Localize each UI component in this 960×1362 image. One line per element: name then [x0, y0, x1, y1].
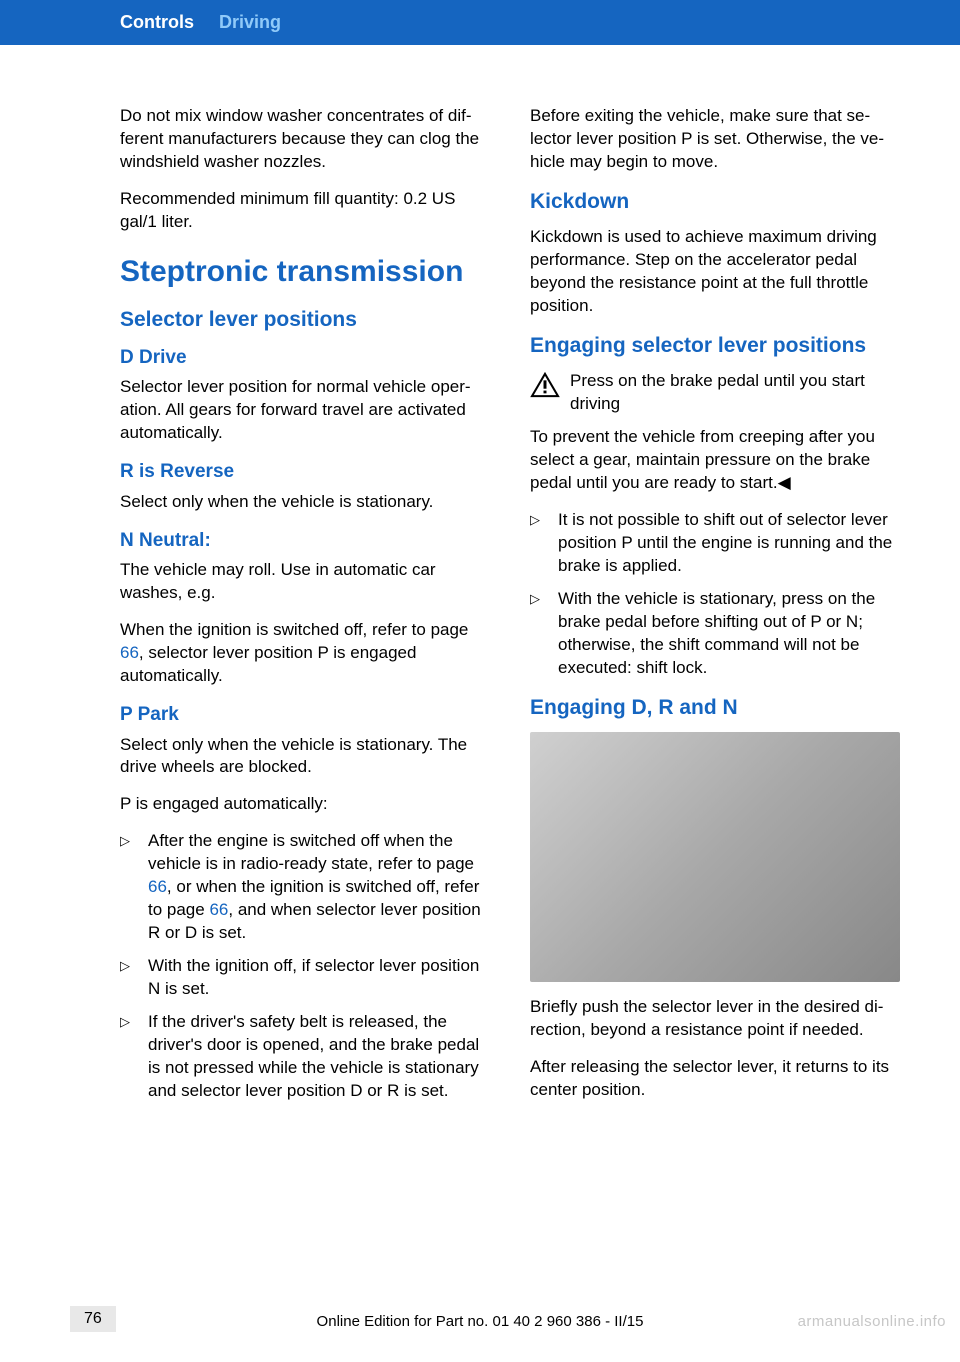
heading-2: Engaging D, R and N: [530, 694, 900, 722]
body-text: Select only when the vehicle is stationa…: [120, 491, 490, 514]
heading-3: R is Reverse: [120, 459, 490, 485]
heading-2: Engaging selector lever positions: [530, 332, 900, 360]
warning-text: Press on the brake pedal until you start…: [570, 370, 900, 416]
footer-text: Online Edition for Part no. 01 40 2 960 …: [317, 1313, 644, 1330]
list-item: It is not possible to shift out of selec…: [530, 509, 900, 578]
page-content: Do not mix window washer concentrates of…: [0, 45, 960, 1117]
warning-triangle-icon: [530, 372, 560, 398]
bullet-list: After the engine is switched off when th…: [120, 830, 490, 1102]
heading-3: N Neutral:: [120, 528, 490, 554]
body-text: Select only when the vehicle is stationa…: [120, 734, 490, 780]
watermark: armanualsonline.info: [798, 1313, 946, 1330]
header-primary: Controls: [120, 12, 194, 32]
list-item: With the ignition off, if selector lever…: [120, 955, 490, 1001]
body-text: Before exiting the vehicle, make sure th…: [530, 105, 900, 174]
page-reference[interactable]: 66: [209, 900, 228, 919]
body-text: When the ignition is switched off, refer…: [120, 619, 490, 688]
body-text: Do not mix window washer concentrates of…: [120, 105, 490, 174]
body-text: The vehicle may roll. Use in automatic c…: [120, 559, 490, 605]
bullet-list: It is not possible to shift out of selec…: [530, 509, 900, 680]
selector-lever-illustration: [530, 732, 900, 982]
header-secondary: Driving: [219, 12, 281, 32]
page-header: Controls Driving: [0, 0, 960, 45]
body-text: Briefly push the selector lever in the d…: [530, 996, 900, 1042]
heading-1: Steptronic transmission: [120, 252, 490, 293]
list-item: With the vehicle is stationary, press on…: [530, 588, 900, 680]
heading-3: P Park: [120, 702, 490, 728]
body-text: Selector lever position for normal vehic…: [120, 376, 490, 445]
body-text: Recommended minimum fill quantity: 0.2 U…: [120, 188, 490, 234]
list-item: If the driver's safety belt is released,…: [120, 1011, 490, 1103]
right-column: Before exiting the vehicle, make sure th…: [530, 105, 900, 1117]
page-reference[interactable]: 66: [148, 877, 167, 896]
left-column: Do not mix window washer concentrates of…: [120, 105, 490, 1117]
page-reference[interactable]: 66: [120, 643, 139, 662]
heading-2: Selector lever positions: [120, 306, 490, 334]
page-number: 76: [70, 1306, 116, 1332]
body-text: To prevent the vehicle from creeping aft…: [530, 426, 900, 495]
body-text: P is engaged automatically:: [120, 793, 490, 816]
heading-3: D Drive: [120, 345, 490, 371]
heading-2: Kickdown: [530, 188, 900, 216]
body-text: Kickdown is used to achieve maximum driv…: [530, 226, 900, 318]
body-text: After releasing the selector lever, it r…: [530, 1056, 900, 1102]
list-item: After the engine is switched off when th…: [120, 830, 490, 945]
warning-notice: Press on the brake pedal until you start…: [530, 370, 900, 416]
